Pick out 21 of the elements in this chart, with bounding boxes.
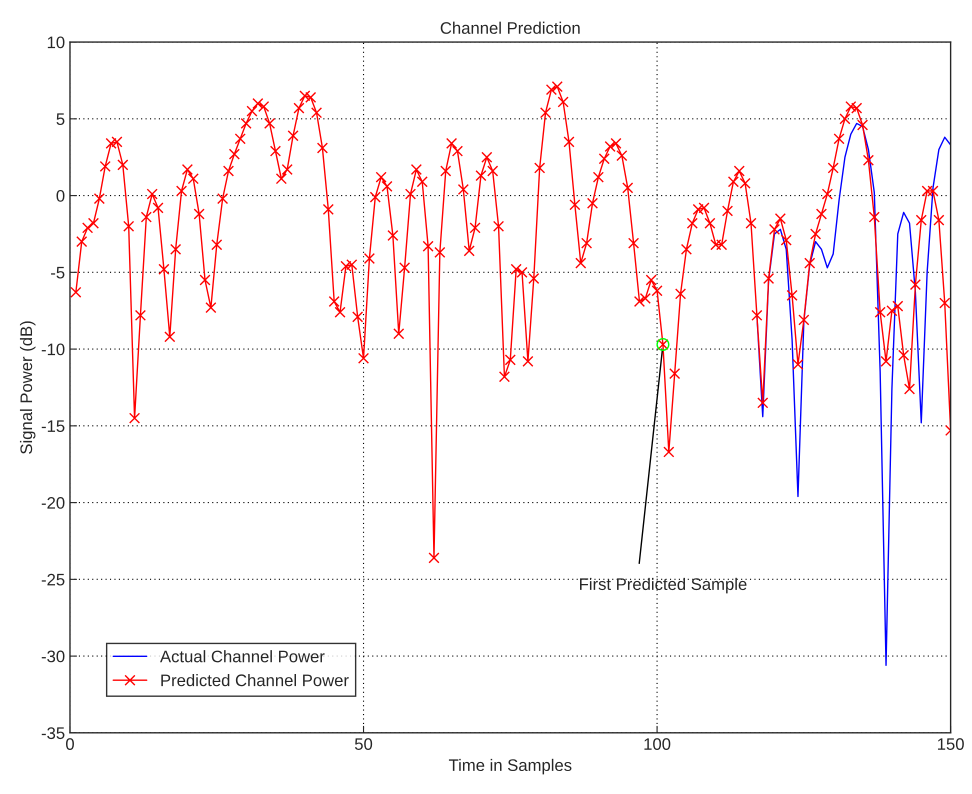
legend-label: Actual Channel Power <box>160 650 325 662</box>
x-axis-title: Time in Samples <box>448 758 572 774</box>
annotation: First Predicted Sample <box>580 578 746 594</box>
y-tick-label: 5 <box>56 113 64 126</box>
y-tick-label: 0 <box>56 190 64 202</box>
y-axis-title: Signal Power (dB) <box>20 321 36 454</box>
y-tick-label: 10 <box>48 36 64 48</box>
y-tick-label: -10 <box>42 343 64 356</box>
x-tick-label: 50 <box>354 738 372 750</box>
chart-title: Channel Prediction <box>440 22 580 34</box>
x-tick-label: 150 <box>938 738 964 750</box>
y-tick-label: -20 <box>42 497 64 509</box>
y-tick-label: -5 <box>51 266 64 279</box>
line-series <box>756 122 951 666</box>
y-tick-label: -15 <box>42 420 64 432</box>
x-tick-label: 0 <box>66 738 74 750</box>
y-tick-label: -25 <box>42 574 64 586</box>
y-tick-label: -30 <box>42 650 64 662</box>
y-tick-label: -35 <box>42 727 64 740</box>
legend-label: Predicted Channel Power <box>161 674 349 686</box>
x-tick-label: 100 <box>644 738 670 750</box>
